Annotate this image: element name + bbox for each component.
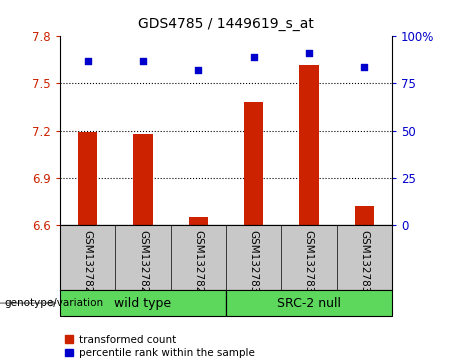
Text: wild type: wild type [114, 297, 171, 310]
Title: GDS4785 / 1449619_s_at: GDS4785 / 1449619_s_at [138, 17, 314, 31]
Bar [60, 290, 226, 316]
Bar [133, 134, 153, 225]
Point [305, 50, 313, 56]
Point [139, 58, 147, 64]
Legend: transformed count, percentile rank within the sample: transformed count, percentile rank withi… [65, 335, 254, 358]
Text: GSM1327829: GSM1327829 [193, 230, 203, 300]
Text: GSM1327832: GSM1327832 [359, 230, 369, 300]
Point [195, 68, 202, 73]
Text: SRC-2 null: SRC-2 null [277, 297, 341, 310]
Bar [355, 206, 374, 225]
Text: GSM1327828: GSM1327828 [138, 230, 148, 300]
Bar [78, 132, 97, 225]
Bar [244, 102, 263, 225]
Text: genotype/variation: genotype/variation [5, 298, 104, 308]
Text: GSM1327827: GSM1327827 [83, 230, 93, 300]
Point [250, 54, 257, 60]
Bar [226, 290, 392, 316]
Point [361, 64, 368, 69]
Point [84, 58, 91, 64]
Text: GSM1327830: GSM1327830 [248, 230, 259, 300]
Bar [189, 217, 208, 225]
Text: GSM1327831: GSM1327831 [304, 230, 314, 300]
Bar [299, 65, 319, 225]
